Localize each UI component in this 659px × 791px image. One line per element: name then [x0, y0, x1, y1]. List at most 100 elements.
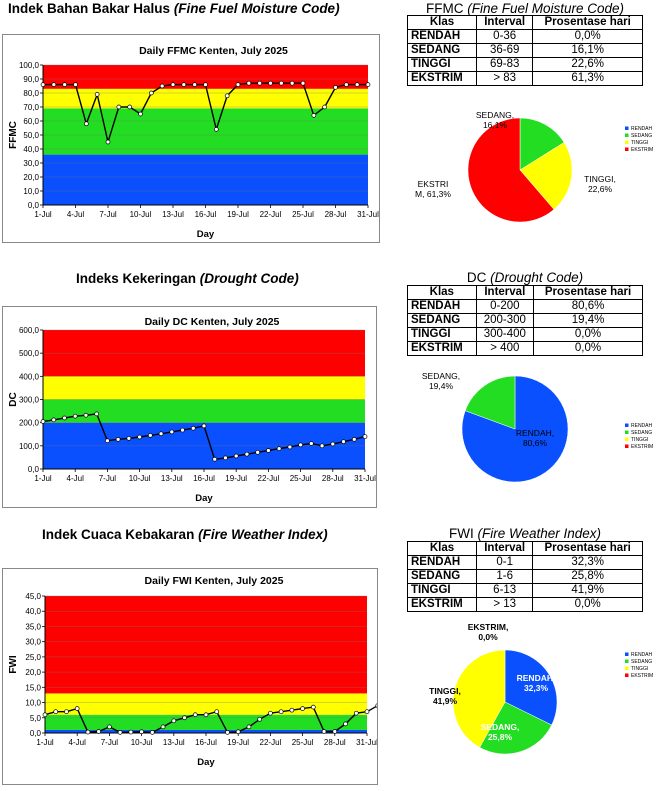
pie-label-line: 16,1%	[483, 120, 508, 130]
data-point	[244, 451, 250, 457]
table-header-row: Klas Interval Prosentase hari	[407, 285, 643, 300]
data-point	[158, 431, 164, 437]
data-point	[105, 438, 110, 444]
pie-label-line: TINGGI,	[429, 686, 461, 696]
y-tick-label: 200,0	[19, 419, 40, 428]
data-point	[308, 441, 314, 446]
row-klas: EKSTRIM	[407, 341, 477, 356]
table-row: EKSTRIM > 83 61,3%	[406, 71, 643, 86]
x-axis-title: Day	[195, 493, 213, 504]
fwi-class-table: Klas Interval Prosentase hari RENDAH 0-1 32,…	[406, 541, 643, 612]
x-tick-label: 31-Jul	[354, 474, 376, 483]
data-point	[276, 446, 282, 451]
x-tick-label: 19-Jul	[225, 474, 247, 483]
legend-swatch-ekstrim	[625, 444, 629, 448]
data-point	[192, 82, 198, 87]
legend-label: EKSTRIM	[631, 673, 653, 679]
pie-label-line: RENDAH,	[516, 428, 554, 438]
row-klas: EKSTRIM	[406, 71, 478, 86]
y-tick-label: 10,0	[25, 699, 41, 708]
x-tick-label: 19-Jul	[227, 738, 249, 747]
x-tick-label: 10-Jul	[130, 210, 152, 219]
y-tick-label: 25,0	[25, 653, 41, 662]
ffmc-table-title-main: FFMC	[425, 1, 468, 16]
x-tick-label: 22-Jul	[260, 738, 282, 747]
data-point	[364, 709, 370, 715]
legend-label: TINGGI	[631, 140, 648, 146]
fwi-table-title-main: FWI	[448, 526, 478, 541]
row-interval: 69-83	[476, 57, 534, 72]
data-point	[160, 724, 166, 730]
data-point	[268, 80, 273, 86]
x-tick-label: 28-Jul	[324, 738, 346, 747]
y-tick-label: 400,0	[19, 372, 40, 381]
y-tick-label: 10,0	[23, 187, 39, 196]
legend-label: RENDAH	[631, 126, 653, 132]
row-pct: 32,3%	[532, 555, 643, 570]
pie-label-line: 41,9%	[433, 696, 458, 706]
header-prosentase: Prosentase hari	[532, 541, 643, 556]
y-axis-title: DC	[8, 392, 19, 406]
data-point	[341, 439, 346, 445]
table-header-row: Klas Interval Prosentase hari	[406, 541, 643, 556]
legend-swatch-tinggi	[625, 140, 629, 144]
data-point	[64, 709, 69, 715]
y-tick-label: 80,0	[23, 89, 39, 98]
legend-swatch-tinggi	[625, 666, 629, 670]
data-point	[62, 415, 67, 421]
pie-label-line: RENDAH,	[517, 673, 556, 683]
data-point	[212, 456, 218, 462]
pie-label-line: EKSTRI	[418, 179, 449, 189]
data-point	[83, 412, 89, 418]
pie-label-line: M, 61,3%	[415, 189, 451, 199]
header-klas: Klas	[406, 541, 478, 556]
ffmc-pie-chart: SEDANG, 16,1% TINGGI, 22,6% EKSTRI M, 61,3% RE…	[415, 110, 653, 223]
row-klas: SEDANG	[407, 313, 477, 328]
header-interval: Interval	[475, 285, 535, 300]
pie-label-rendah: RENDAH, 32,3%	[517, 673, 556, 693]
pie-slice-rendah	[504, 649, 558, 726]
fwi-table-title: FWI (Fire Weather Index)	[407, 526, 643, 541]
x-tick-label: 16-Jul	[193, 474, 215, 483]
data-point	[235, 82, 241, 87]
x-tick-label: 7-Jul	[101, 738, 119, 747]
data-point	[137, 434, 142, 440]
y-tick-label: 45,0	[25, 592, 41, 601]
ffmc-chart-area: 0,0 10,0 20,0 30,0 40,0 50,0 60,0 70,0 80,0 90,0 1…	[2, 34, 380, 243]
data-point	[182, 715, 187, 721]
data-point	[85, 729, 91, 735]
x-tick-label: 16-Jul	[195, 210, 217, 219]
data-point	[74, 706, 80, 711]
data-point	[42, 712, 48, 718]
table-row: RENDAH 0-1 32,3%	[406, 555, 643, 570]
x-tick-label: 25-Jul	[292, 210, 314, 219]
table-row: EKSTRIM > 400 0,0%	[407, 341, 643, 356]
row-interval: 0-1	[476, 555, 534, 570]
data-point	[181, 82, 187, 87]
data-point	[214, 709, 220, 715]
data-point	[139, 729, 144, 735]
pie-label-sedang: SEDANG, 16,1%	[476, 110, 514, 130]
legend-swatch-rendah	[625, 652, 629, 656]
pie-label-line: SEDANG,	[422, 371, 460, 381]
row-klas: TINGGI	[406, 57, 478, 72]
data-point	[311, 113, 317, 118]
data-point	[332, 729, 338, 734]
row-klas: SEDANG	[406, 569, 478, 584]
legend-label: EKSTRIM	[631, 444, 653, 450]
data-point	[159, 83, 165, 89]
x-tick-label: 13-Jul	[163, 738, 185, 747]
data-point	[40, 82, 46, 87]
x-tick-label: 31-Jul	[356, 738, 377, 747]
data-point	[289, 707, 295, 713]
data-point	[203, 82, 208, 87]
data-point	[278, 709, 284, 715]
row-klas: RENDAH	[407, 299, 477, 314]
row-pct: 0,0%	[532, 29, 643, 44]
data-point	[51, 417, 57, 423]
data-point	[190, 425, 196, 431]
row-klas: RENDAH	[406, 555, 478, 570]
band-tinggi	[43, 88, 368, 109]
x-tick-label: 1-Jul	[36, 738, 54, 747]
data-point	[149, 730, 155, 735]
